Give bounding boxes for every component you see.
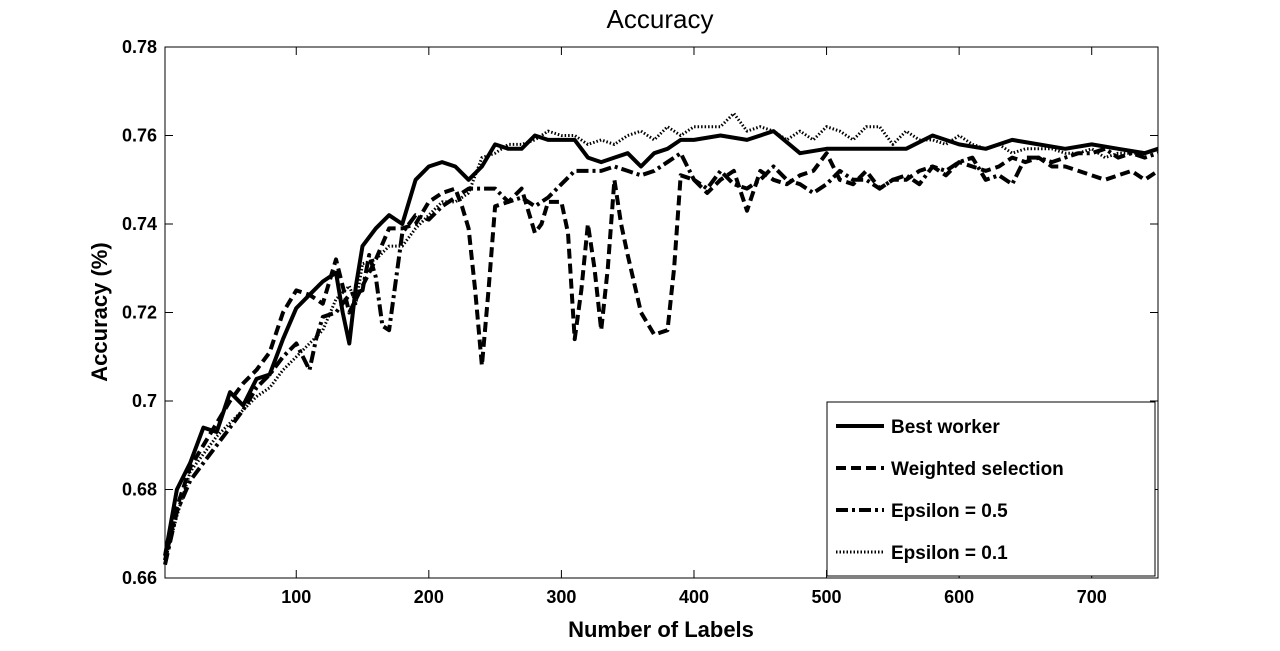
y-tick-label: 0.66 <box>122 568 157 588</box>
legend: Best worker Weighted selection Epsilon = 0… <box>826 401 1156 577</box>
y-axis-title: Accuracy (%) <box>87 242 112 381</box>
series-line-dashdot <box>163 146 1159 566</box>
legend-label: Weighted selection <box>891 459 1064 480</box>
series-line-solid <box>163 129 1159 557</box>
legend-box <box>826 401 1156 577</box>
y-tick-label: 0.78 <box>122 37 157 57</box>
y-tick-label: 0.74 <box>122 214 157 234</box>
axis-ticks: 100 200 300 400 500 600 700 0.66 0.68 0.7 0.72 0.74… <box>122 37 1158 607</box>
series-line-dotted <box>163 111 1159 561</box>
y-tick-label: 0.7 <box>132 391 157 411</box>
legend-label: Epsilon = 0.5 <box>891 501 1008 522</box>
y-tick-label: 0.72 <box>122 303 157 323</box>
legend-label: Best worker <box>891 417 1000 438</box>
x-tick-label: 700 <box>1077 587 1107 607</box>
x-tick-label: 200 <box>414 587 444 607</box>
x-tick-label: 300 <box>546 587 576 607</box>
chart-title: Accuracy <box>607 4 714 34</box>
y-tick-label: 0.68 <box>122 480 157 500</box>
x-tick-label: 600 <box>944 587 974 607</box>
legend-label: Epsilon = 0.1 <box>891 543 1008 564</box>
x-tick-label: 100 <box>281 587 311 607</box>
x-axis-title: Number of Labels <box>568 617 754 642</box>
y-tick-label: 0.76 <box>122 126 157 146</box>
series-line-dashed <box>163 151 1160 561</box>
x-tick-label: 500 <box>812 587 842 607</box>
series-lines <box>163 111 1160 566</box>
x-tick-label: 400 <box>679 587 709 607</box>
